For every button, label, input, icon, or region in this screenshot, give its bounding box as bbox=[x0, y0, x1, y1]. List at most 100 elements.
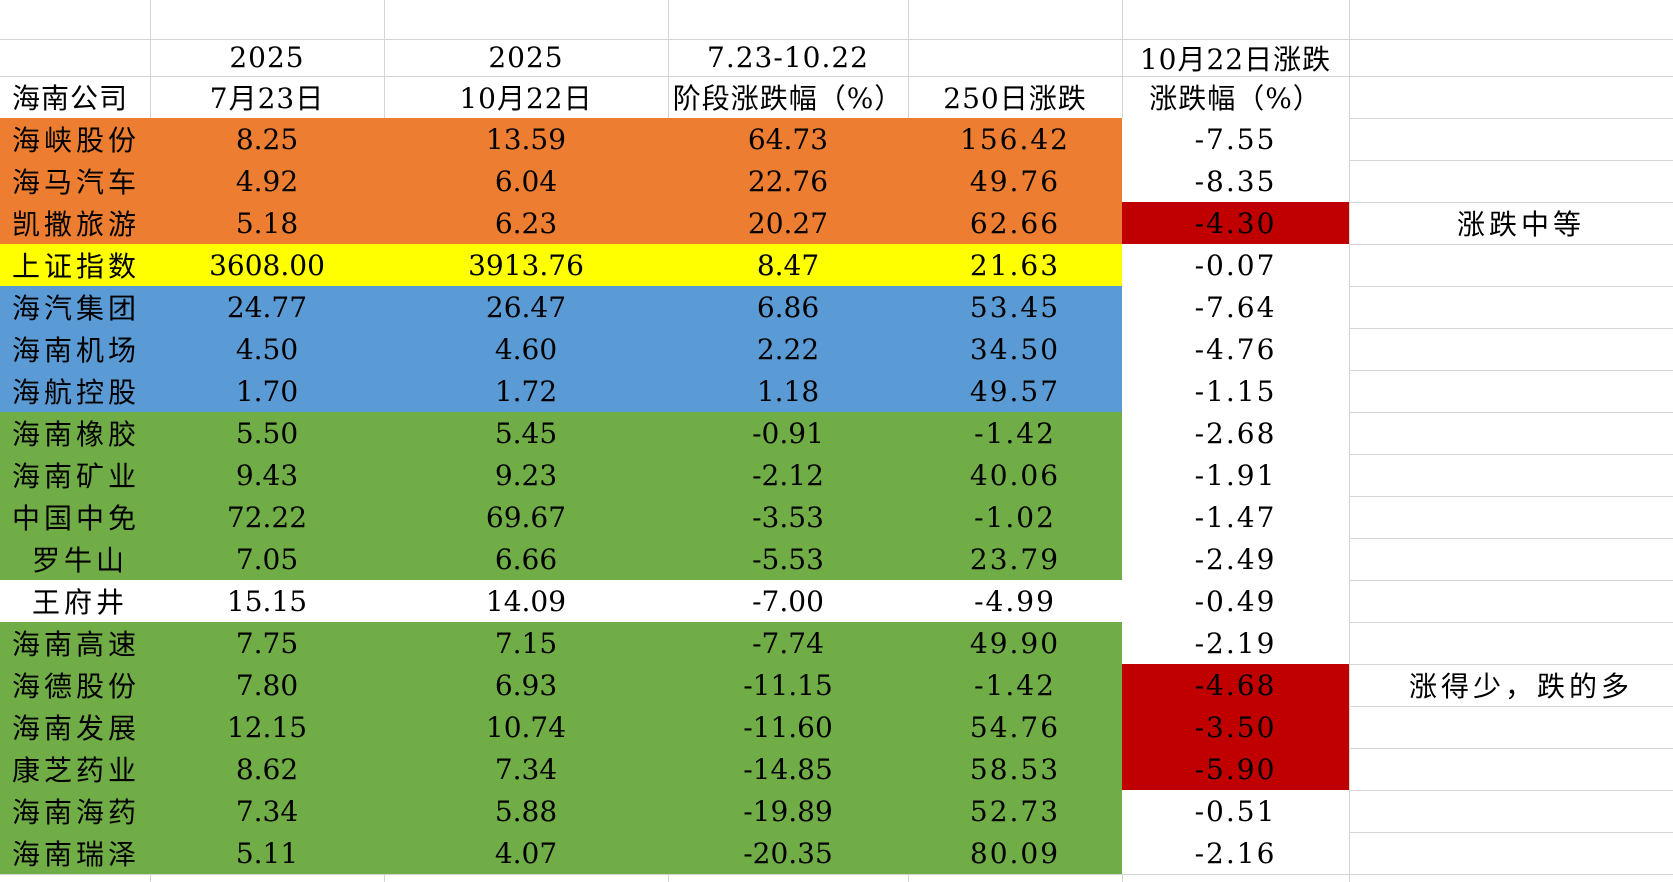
header-cell-change250-col[interactable] bbox=[908, 39, 1122, 76]
stock-name-cell[interactable]: 康芝药业 bbox=[0, 748, 150, 790]
value-cell[interactable]: 23.79 bbox=[908, 538, 1122, 580]
value-cell[interactable]: -5.90 bbox=[1122, 748, 1349, 790]
stock-name-cell[interactable]: 中国中免 bbox=[0, 496, 150, 538]
value-cell[interactable]: -4.68 bbox=[1122, 664, 1349, 706]
header-cell-name-col[interactable]: 海南公司 bbox=[12, 82, 129, 115]
value-cell[interactable]: -7.00 bbox=[668, 580, 908, 622]
value-cell[interactable]: -4.99 bbox=[908, 580, 1122, 622]
stock-name-cell[interactable]: 海德股份 bbox=[0, 664, 150, 706]
value-cell[interactable]: -1.15 bbox=[1122, 370, 1349, 412]
value-cell[interactable]: 26.47 bbox=[384, 286, 668, 328]
stock-name-cell[interactable]: 海汽集团 bbox=[0, 286, 150, 328]
value-cell[interactable]: -1.42 bbox=[908, 664, 1122, 706]
value-cell[interactable]: 15.15 bbox=[150, 580, 384, 622]
value-cell[interactable]: -2.68 bbox=[1122, 412, 1349, 454]
value-cell[interactable]: 5.50 bbox=[150, 412, 384, 454]
value-cell[interactable]: 5.11 bbox=[150, 832, 384, 874]
value-cell[interactable]: 9.43 bbox=[150, 454, 384, 496]
value-cell[interactable]: -5.53 bbox=[668, 538, 908, 580]
value-cell[interactable]: 2.22 bbox=[668, 328, 908, 370]
stock-name-cell[interactable]: 海航控股 bbox=[0, 370, 150, 412]
value-cell[interactable]: 49.90 bbox=[908, 622, 1122, 664]
value-cell[interactable]: -3.50 bbox=[1122, 706, 1349, 748]
value-cell[interactable]: 7.80 bbox=[150, 664, 384, 706]
value-cell[interactable]: -1.91 bbox=[1122, 454, 1349, 496]
value-cell[interactable]: 80.09 bbox=[908, 832, 1122, 874]
value-cell[interactable]: 12.15 bbox=[150, 706, 384, 748]
value-cell[interactable]: -0.51 bbox=[1122, 790, 1349, 832]
value-cell[interactable]: 4.50 bbox=[150, 328, 384, 370]
value-cell[interactable]: 20.27 bbox=[668, 202, 908, 244]
value-cell[interactable]: 7.34 bbox=[384, 748, 668, 790]
value-cell[interactable]: 6.86 bbox=[668, 286, 908, 328]
value-cell[interactable]: -20.35 bbox=[668, 832, 908, 874]
value-cell[interactable]: 7.15 bbox=[384, 622, 668, 664]
stock-name-cell[interactable]: 海南发展 bbox=[0, 706, 150, 748]
value-cell[interactable]: 10.74 bbox=[384, 706, 668, 748]
value-cell[interactable]: -2.19 bbox=[1122, 622, 1349, 664]
value-cell[interactable]: 72.22 bbox=[150, 496, 384, 538]
stock-name-cell[interactable]: 海南瑞泽 bbox=[0, 832, 150, 874]
value-cell[interactable]: 49.76 bbox=[908, 160, 1122, 202]
value-cell[interactable]: 52.73 bbox=[908, 790, 1122, 832]
value-cell[interactable]: 9.23 bbox=[384, 454, 668, 496]
header-cell-oct22-col[interactable]: 10月22日 bbox=[459, 82, 593, 115]
value-cell[interactable]: 1.70 bbox=[150, 370, 384, 412]
value-cell[interactable]: -3.53 bbox=[668, 496, 908, 538]
value-cell[interactable]: -2.12 bbox=[668, 454, 908, 496]
value-cell[interactable]: 156.42 bbox=[908, 118, 1122, 160]
value-cell[interactable]: -7.55 bbox=[1122, 118, 1349, 160]
value-cell[interactable]: -0.91 bbox=[668, 412, 908, 454]
value-cell[interactable]: 4.92 bbox=[150, 160, 384, 202]
stock-name-cell[interactable]: 海南高速 bbox=[0, 622, 150, 664]
value-cell[interactable]: -0.49 bbox=[1122, 580, 1349, 622]
value-cell[interactable]: -2.49 bbox=[1122, 538, 1349, 580]
value-cell[interactable]: 8.47 bbox=[668, 244, 908, 286]
value-cell[interactable]: 4.60 bbox=[384, 328, 668, 370]
value-cell[interactable]: 1.72 bbox=[384, 370, 668, 412]
value-cell[interactable]: -11.15 bbox=[668, 664, 908, 706]
value-cell[interactable]: -2.16 bbox=[1122, 832, 1349, 874]
value-cell[interactable]: 5.88 bbox=[384, 790, 668, 832]
value-cell[interactable]: -7.74 bbox=[668, 622, 908, 664]
value-cell[interactable]: -0.07 bbox=[1122, 244, 1349, 286]
value-cell[interactable]: 6.04 bbox=[384, 160, 668, 202]
header-cell-oct22-col[interactable]: 2025 bbox=[488, 41, 564, 74]
value-cell[interactable]: -19.89 bbox=[668, 790, 908, 832]
value-cell[interactable]: 6.23 bbox=[384, 202, 668, 244]
value-cell[interactable]: 34.50 bbox=[908, 328, 1122, 370]
value-cell[interactable]: 7.05 bbox=[150, 538, 384, 580]
stock-name-cell[interactable]: 海马汽车 bbox=[0, 160, 150, 202]
value-cell[interactable]: -14.85 bbox=[668, 748, 908, 790]
stock-name-cell[interactable]: 海南橡胶 bbox=[0, 412, 150, 454]
value-cell[interactable]: 5.18 bbox=[150, 202, 384, 244]
value-cell[interactable]: 6.66 bbox=[384, 538, 668, 580]
value-cell[interactable]: 7.34 bbox=[150, 790, 384, 832]
stock-name-cell[interactable]: 海峡股份 bbox=[0, 118, 150, 160]
value-cell[interactable]: -11.60 bbox=[668, 706, 908, 748]
value-cell[interactable]: 49.57 bbox=[908, 370, 1122, 412]
stock-name-cell[interactable]: 凯撒旅游 bbox=[0, 202, 150, 244]
value-cell[interactable]: -7.64 bbox=[1122, 286, 1349, 328]
value-cell[interactable]: 14.09 bbox=[384, 580, 668, 622]
value-cell[interactable]: 21.63 bbox=[908, 244, 1122, 286]
value-cell[interactable]: 5.45 bbox=[384, 412, 668, 454]
header-cell-oct22-change-col[interactable]: 涨跌幅（%） bbox=[1149, 82, 1322, 115]
stock-name-cell[interactable]: 罗牛山 bbox=[0, 538, 150, 580]
value-cell[interactable]: 69.67 bbox=[384, 496, 668, 538]
value-cell[interactable]: 3608.00 bbox=[150, 244, 384, 286]
value-cell[interactable]: -1.02 bbox=[908, 496, 1122, 538]
stock-name-cell[interactable]: 海南海药 bbox=[0, 790, 150, 832]
value-cell[interactable]: 8.25 bbox=[150, 118, 384, 160]
value-cell[interactable]: 4.07 bbox=[384, 832, 668, 874]
value-cell[interactable]: -4.76 bbox=[1122, 328, 1349, 370]
header-cell-change250-col[interactable]: 250日涨跌 bbox=[943, 82, 1087, 115]
value-cell[interactable]: -1.42 bbox=[908, 412, 1122, 454]
value-cell[interactable]: 24.77 bbox=[150, 286, 384, 328]
value-cell[interactable]: 7.75 bbox=[150, 622, 384, 664]
value-cell[interactable]: 58.53 bbox=[908, 748, 1122, 790]
value-cell[interactable]: -8.35 bbox=[1122, 160, 1349, 202]
value-cell[interactable]: 62.66 bbox=[908, 202, 1122, 244]
header-cell-period-change-col[interactable]: 7.23-10.22 bbox=[707, 41, 869, 74]
